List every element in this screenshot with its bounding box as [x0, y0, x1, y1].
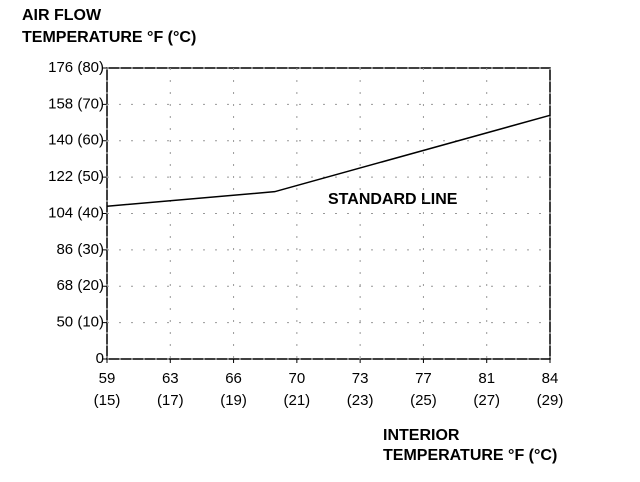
- x-tick-label: 77 (25): [410, 370, 437, 409]
- y-tick-label: 140 (60): [48, 132, 104, 149]
- x-tick-label: 59 (15): [93, 370, 121, 409]
- y-tick-label: 0: [96, 350, 104, 367]
- plot-frame: [106, 67, 551, 360]
- x-axis-label: INTERIOR: [383, 427, 460, 444]
- x-tick-label: 63 (17): [156, 370, 184, 409]
- data-line: [106, 114, 551, 207]
- x-tick-label: 81 (27): [473, 370, 501, 409]
- y-axis-label: TEMPERATURE °F (°C): [22, 29, 196, 46]
- y-tick-label: 122 (50): [48, 168, 104, 185]
- x-axis-label: TEMPERATURE °F (°C): [383, 447, 557, 464]
- annotation: STANDARD LINE: [328, 191, 458, 208]
- y-tick-label: 158 (70): [48, 95, 104, 112]
- y-tick-label: 68 (20): [56, 277, 104, 294]
- y-axis-label: AIR FLOW: [22, 7, 102, 24]
- y-tick-label: 104 (40): [48, 204, 104, 221]
- x-tick-label: 84 (29): [536, 370, 564, 409]
- x-tick-label: 70 (21): [283, 370, 311, 409]
- y-tick-label: 176 (80): [48, 59, 104, 76]
- x-tick-label: 73 (23): [346, 370, 374, 409]
- y-tick-label: 50 (10): [56, 314, 104, 331]
- x-tick-label: 66 (19): [220, 370, 247, 409]
- y-tick-label: 86 (30): [56, 241, 104, 258]
